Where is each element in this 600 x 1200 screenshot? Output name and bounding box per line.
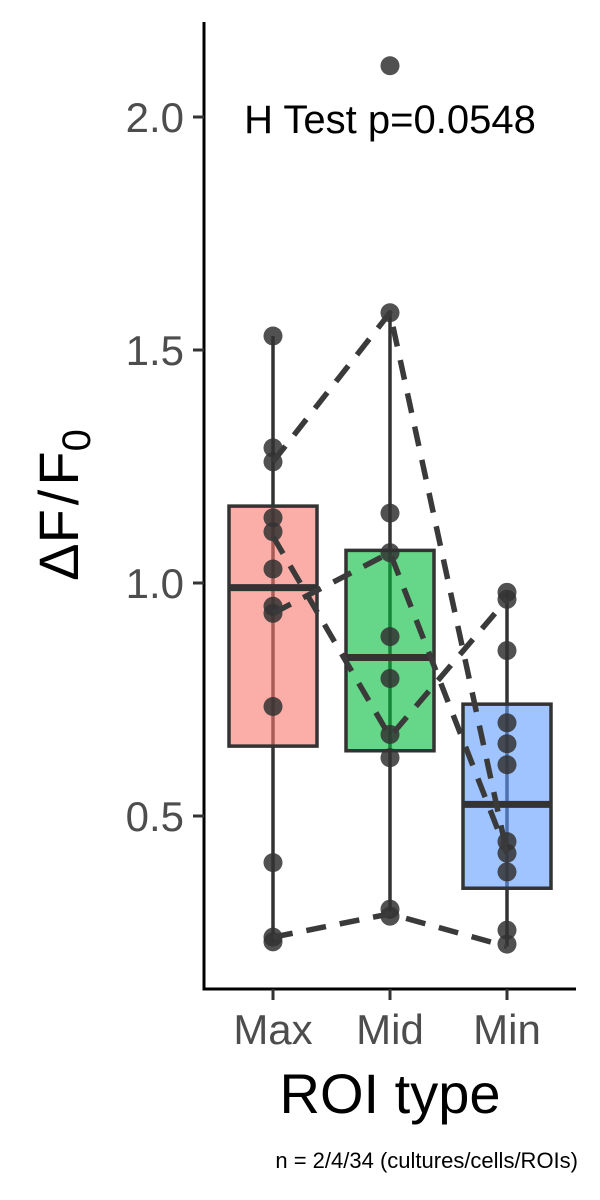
box-max (227, 504, 319, 748)
y-ticks-layer: 0.5 1.0 1.5 2.0 (126, 94, 204, 840)
point-max-8 (263, 696, 283, 716)
point-min-5 (497, 755, 517, 775)
box-mid (344, 548, 436, 753)
x-axis-title: ROI type (280, 1062, 501, 1125)
point-mid-7 (380, 748, 400, 768)
y-tick-label-0: 0.5 (126, 793, 184, 840)
x-ticks-layer: Max Mid Min (233, 989, 541, 1053)
point-max-5 (263, 559, 283, 579)
y-axis-title-sub: 0 (55, 429, 99, 451)
paired-line-0 (270, 309, 510, 854)
point-mid-5 (380, 669, 400, 689)
point-max-3 (263, 508, 283, 528)
paired-line-1 (270, 535, 510, 740)
points-layer (263, 56, 517, 954)
paired-line-2 (271, 549, 510, 855)
point-min-3 (497, 713, 517, 733)
point-max-9 (263, 853, 283, 873)
point-min-9 (497, 920, 517, 940)
point-min-4 (497, 734, 517, 754)
paired-line-3 (272, 911, 508, 950)
y-tick-label-1: 1.0 (126, 560, 184, 607)
point-mid-4 (380, 627, 400, 647)
x-tick-label-min: Min (473, 1006, 541, 1053)
y-axis-title: ΔF / F0 (27, 429, 99, 581)
point-min-8 (497, 862, 517, 882)
y-axis-title-sep: / (27, 489, 90, 505)
x-tick-label-mid: Mid (356, 1006, 424, 1053)
point-min-2 (497, 641, 517, 661)
annotation-text: H Test p=0.0548 (244, 98, 536, 142)
y-axis-title-denom: F (27, 451, 90, 485)
point-mid-0 (380, 56, 400, 76)
y-tick-label-3: 2.0 (126, 94, 184, 141)
sample-size-caption: n = 2/4/34 (cultures/cells/ROIs) (275, 1148, 578, 1173)
paired-lines-layer (270, 309, 510, 950)
y-axis-title-base: ΔF (27, 509, 90, 581)
y-tick-label-2: 1.5 (126, 327, 184, 374)
point-mid-2 (380, 503, 400, 523)
x-tick-label-max: Max (233, 1006, 312, 1053)
point-max-4 (263, 522, 283, 542)
point-max-0 (263, 326, 283, 346)
